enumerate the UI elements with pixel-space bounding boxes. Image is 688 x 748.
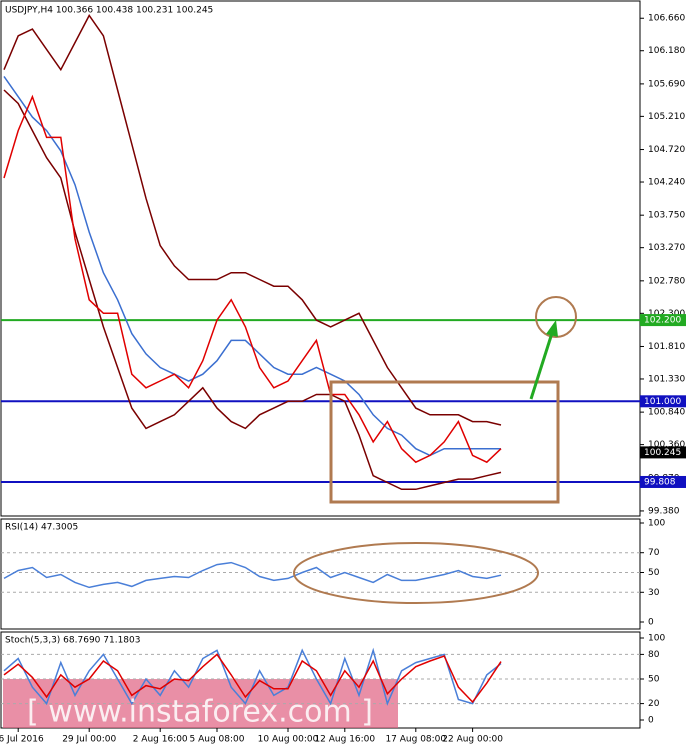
series-line bbox=[3, 561, 502, 589]
y-tick-label: 105.690 bbox=[648, 79, 685, 89]
last-price-label: 100.245 bbox=[644, 448, 681, 458]
level-label: 102.200 bbox=[644, 316, 681, 326]
arrow-head bbox=[546, 320, 558, 337]
x-tick-label: 5 Aug 08:00 bbox=[190, 735, 245, 745]
level-label-box bbox=[640, 395, 686, 408]
y-tick-label: 50 bbox=[648, 675, 660, 685]
rsi-panel bbox=[0, 518, 641, 630]
level-label-box bbox=[640, 314, 686, 327]
y-tick-label: 50 bbox=[648, 568, 660, 578]
x-tick-label: 22 Aug 00:00 bbox=[442, 735, 503, 745]
y-tick-label: 0 bbox=[648, 618, 654, 628]
series-line bbox=[3, 89, 502, 491]
level-label: 99.808 bbox=[644, 477, 676, 487]
y-tick-label: 101.330 bbox=[648, 374, 685, 384]
annotation-ellipse bbox=[293, 542, 539, 604]
y-tick-label: 20 bbox=[648, 699, 660, 709]
x-tick-label: 10 Aug 00:00 bbox=[258, 735, 319, 745]
y-tick-label: 104.240 bbox=[648, 178, 685, 188]
y-tick-label: 106.180 bbox=[648, 46, 685, 56]
stoch-title: Stoch(5,3,3) 68.7690 71.1803 bbox=[5, 636, 140, 646]
y-tick-label: 70 bbox=[648, 548, 660, 558]
y-tick-label: 30 bbox=[648, 588, 660, 598]
plot-layer: 106.660 106.180 105.690 105.210 104.720 104.2… bbox=[0, 14, 686, 745]
y-tick-label: 104.720 bbox=[648, 145, 685, 155]
annotation-arrow bbox=[529, 329, 555, 400]
annotation-target bbox=[535, 296, 577, 338]
x-tick-label: 17 Aug 08:00 bbox=[385, 735, 446, 745]
y-tick-label: 101.810 bbox=[648, 342, 685, 352]
y-tick-label: 99.380 bbox=[648, 506, 680, 516]
series-line bbox=[3, 653, 502, 704]
series-line bbox=[3, 14, 502, 426]
series-line bbox=[3, 94, 502, 464]
price-title: USDJPY,H4 100.366 100.438 100.231 100.24… bbox=[5, 6, 213, 16]
y-tick-label: 100.360 bbox=[648, 440, 685, 450]
y-tick-label: 102.300 bbox=[648, 309, 685, 319]
y-tick-label: 106.660 bbox=[648, 14, 685, 24]
y-tick-label: 102.780 bbox=[648, 276, 685, 286]
level-label: 101.000 bbox=[644, 397, 681, 407]
y-tick-label: 80 bbox=[648, 650, 660, 660]
annotation-box bbox=[329, 380, 560, 504]
price-panel bbox=[0, 0, 641, 517]
rsi-title: RSI(14) 47.3005 bbox=[5, 523, 78, 533]
y-tick-label: 103.750 bbox=[648, 211, 685, 221]
watermark: [ www.instaforex.com ] bbox=[27, 695, 373, 730]
y-tick-label: 100 bbox=[648, 634, 665, 644]
x-tick-label: 2 Aug 16:00 bbox=[133, 735, 188, 745]
series-line bbox=[3, 647, 502, 706]
x-tick-label: 29 Jul 00:00 bbox=[62, 735, 116, 745]
y-tick-label: 103.270 bbox=[648, 243, 685, 253]
level-label-box bbox=[640, 475, 686, 488]
x-tick-label: 26 Jul 2016 bbox=[0, 735, 44, 745]
last-price-box bbox=[640, 446, 686, 459]
y-tick-label: 100 bbox=[648, 519, 665, 529]
y-tick-label: 0 bbox=[648, 716, 654, 726]
x-tick-label: 12 Aug 16:00 bbox=[314, 735, 375, 745]
y-tick-label: 105.210 bbox=[648, 112, 685, 122]
y-tick-label: 100.840 bbox=[648, 408, 685, 418]
